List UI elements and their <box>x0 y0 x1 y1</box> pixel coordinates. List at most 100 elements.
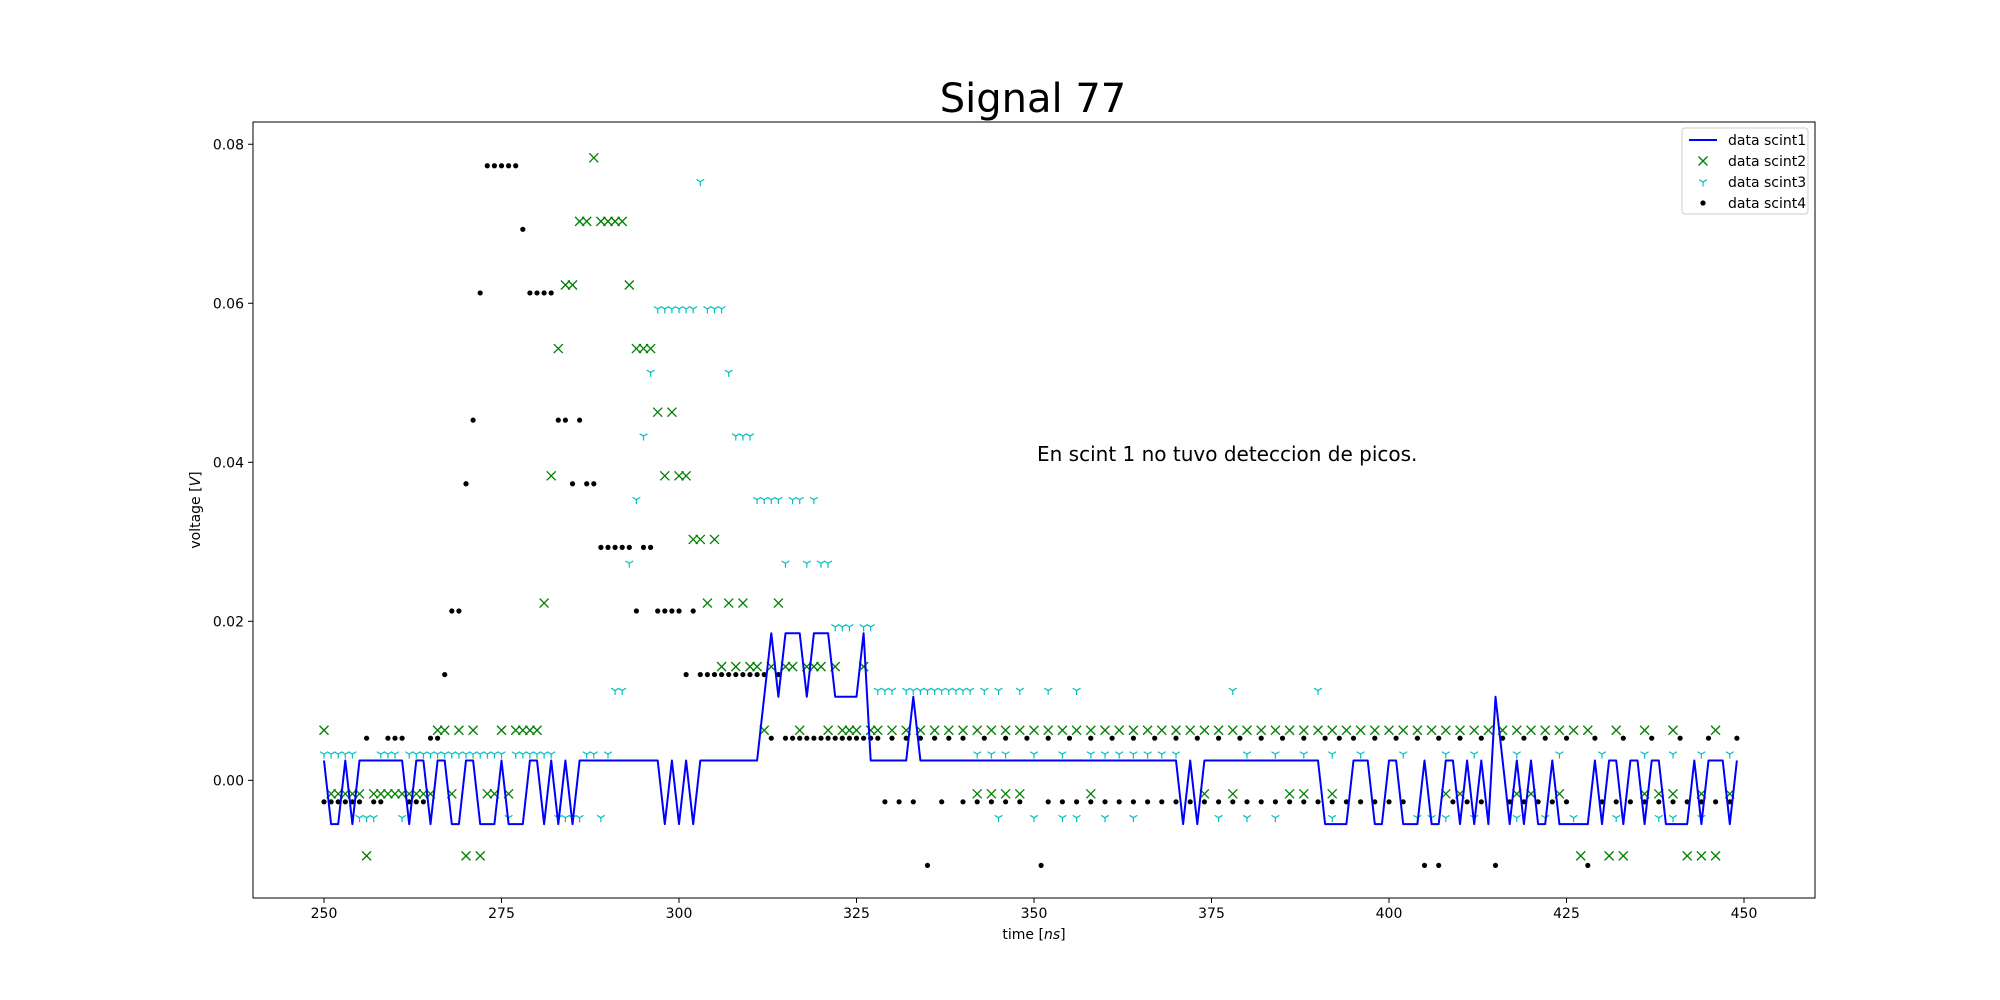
scint4-point <box>1130 799 1136 805</box>
scint2-point <box>1710 725 1721 736</box>
scint3-point <box>1086 751 1096 759</box>
scint2-point <box>1185 725 1196 736</box>
scint3-point <box>1725 751 1735 759</box>
scint2-point <box>709 534 720 545</box>
scint3-point <box>1299 751 1309 759</box>
scint3-point <box>433 751 442 759</box>
scint2-point <box>1668 725 1678 736</box>
scint4-point <box>733 671 739 678</box>
scint2-point <box>361 850 372 861</box>
scint2-point <box>567 280 578 290</box>
scint2-point <box>1668 788 1678 799</box>
scint4-point <box>1301 799 1307 805</box>
scint4-point <box>754 671 760 678</box>
scint2-point <box>1000 788 1011 799</box>
scint4-point <box>1017 799 1023 805</box>
scint2-point <box>1043 725 1054 736</box>
scint4-point <box>1613 799 1619 805</box>
scint3-point <box>660 306 670 314</box>
scint2-point <box>1341 725 1352 736</box>
scint2-point <box>617 216 628 227</box>
scint2-point <box>1199 725 1210 736</box>
scint4-point <box>1507 799 1513 805</box>
scint3-point <box>1469 751 1479 759</box>
scint4-point <box>1315 799 1321 805</box>
scint4-point <box>1358 799 1364 805</box>
scint3-point <box>341 751 350 759</box>
x-tick-label: 325 <box>843 906 870 922</box>
scint2-point <box>588 152 599 163</box>
scint2-point <box>1398 725 1409 736</box>
scint3-point <box>788 496 797 505</box>
scint4-point <box>1216 799 1222 805</box>
scint4-point <box>513 163 519 169</box>
scint3-point <box>625 560 634 568</box>
scint4-point <box>584 481 590 487</box>
scint4-point <box>790 735 796 741</box>
scint3-point <box>688 306 698 314</box>
scint2-point <box>1284 725 1295 736</box>
scint4-point <box>932 735 938 741</box>
scint4-point <box>378 799 384 805</box>
scint2-point <box>1014 725 1025 736</box>
scint3-point <box>901 687 911 695</box>
scint2-point <box>1327 725 1338 736</box>
scint2-point <box>745 661 755 672</box>
scint2-point <box>1327 788 1338 799</box>
scint3-point <box>1327 814 1337 823</box>
scint3-point <box>674 306 684 314</box>
scint4-point <box>1194 735 1200 741</box>
scint4-point <box>861 735 867 741</box>
scint4-point <box>1627 799 1633 805</box>
scint4-point <box>527 290 533 296</box>
scint3-point <box>667 306 677 314</box>
scint4-point <box>342 799 348 805</box>
scint4-point <box>1620 735 1626 741</box>
scint4-point <box>924 862 931 869</box>
scint4-point <box>853 735 860 741</box>
scint2-point <box>1057 725 1068 736</box>
scint2-point <box>595 216 606 227</box>
scint2-point <box>496 725 507 736</box>
scint2-point <box>674 470 684 481</box>
y-tick-label: 0.04 <box>213 455 244 471</box>
scint4-point <box>321 799 327 805</box>
legend: data scint1 data scint2 data scint3 data sc… <box>1681 127 1809 215</box>
scint2-point <box>1298 788 1309 799</box>
scint3-point <box>1512 814 1522 823</box>
scint4-point <box>662 608 668 614</box>
scint3-point <box>880 687 890 695</box>
scint2-point <box>787 661 798 672</box>
scint4-point <box>1492 862 1499 869</box>
scint2-point <box>730 661 741 672</box>
scint2-point <box>439 725 450 736</box>
scint2-point <box>816 661 826 672</box>
scint2-point <box>510 725 521 736</box>
scint4-point <box>427 735 434 741</box>
scint4-point <box>846 735 853 741</box>
x-tick-label: 275 <box>488 906 515 922</box>
x-tick-label: 400 <box>1376 906 1403 922</box>
scint4-point <box>1230 799 1236 805</box>
scint4-point <box>477 290 483 296</box>
x-axis-label: time [ns] <box>1002 927 1065 943</box>
scint2-point <box>1128 725 1139 736</box>
scint3-point <box>724 369 733 377</box>
scint3-point <box>539 751 549 759</box>
scint3-point <box>412 751 421 759</box>
y-tick-label: 0.00 <box>213 773 244 789</box>
scint4-point <box>690 608 696 614</box>
scint4-point <box>1713 799 1719 805</box>
scint2-point <box>773 598 784 608</box>
scint4-point <box>726 671 732 678</box>
scint4-point <box>356 799 363 805</box>
legend-marker <box>1700 200 1706 206</box>
scint4-point <box>1258 735 1264 741</box>
scint2-point <box>1355 725 1366 736</box>
scint3-point <box>987 751 996 759</box>
scint3-point <box>1398 751 1408 759</box>
scint4-point <box>420 799 426 805</box>
y-axis-ticks: 0.00 0.02 0.04 0.06 0.08 <box>213 137 253 789</box>
scint2-point <box>453 725 464 736</box>
series-data-scint2 <box>319 152 1735 861</box>
